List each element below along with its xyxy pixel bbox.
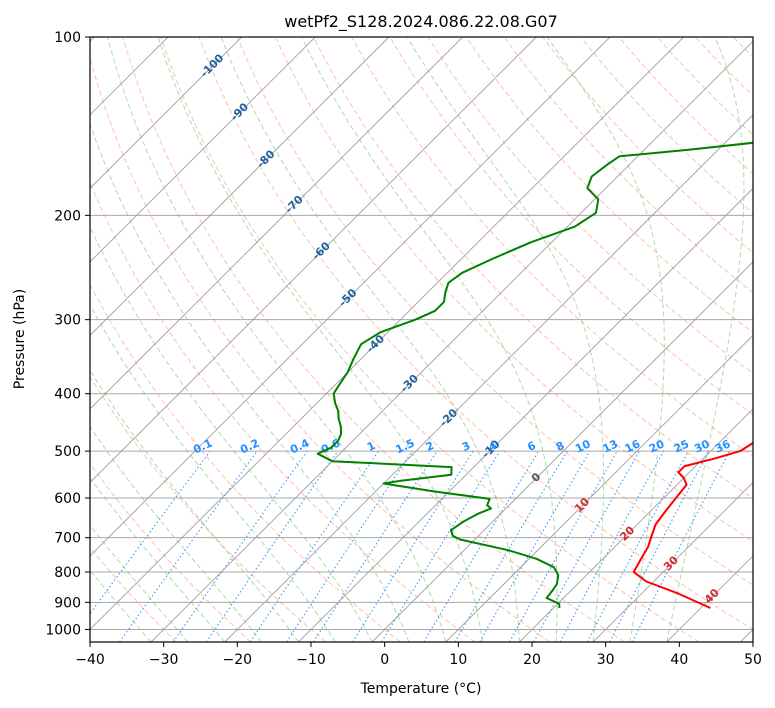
isotherm [150,40,753,642]
y-axis: 1000 900 800 700 600 500 400 300 200 100 [45,30,90,638]
x-tick-label: 10 [449,652,467,668]
x-tick-label: 0 [380,652,389,668]
x-tick-label: −10 [296,652,326,668]
mixing-ratio-line [172,450,308,642]
moist-adiabat [107,37,447,642]
isotherm [519,408,753,642]
dry-adiabat [90,462,252,642]
mixing-ratio-label: 16 [623,437,643,455]
x-tick-label: 50 [744,652,762,668]
dewpoint-line [316,141,753,609]
moist-adiabat [90,524,189,642]
mixing-ratio-label: 25 [672,437,691,455]
isotherm [592,481,753,642]
dry-adiabat [90,546,177,642]
x-axis: −40 −30 −20 −10 0 10 20 30 40 50 [75,642,762,668]
dry-adiabat [90,180,476,642]
x-tick-label: 20 [523,652,541,668]
isotherm [90,37,243,190]
isotherm [90,37,390,337]
isotherm [90,37,464,410]
mixing-ratio-line [533,450,640,642]
moist-adiabat [157,37,484,642]
dry-adiabat [122,37,625,642]
dry-adiabat [90,55,550,642]
isotherm [90,37,537,484]
mixing-ratio-line [90,450,211,615]
moist-adiabat [90,122,410,642]
mixing-ratio-line [313,450,438,642]
y-tick-label: 500 [54,444,81,460]
mixing-ratio-line [249,450,379,642]
isotherm [445,334,753,642]
mixing-ratio-label: 30 [692,437,712,455]
x-axis-label: Temperature (°C) [360,681,482,697]
moist-adiabat [220,37,520,642]
mixing-ratio-label: 20 [647,437,667,455]
dry-adiabat [389,37,753,416]
y-tick-label: 300 [54,313,81,329]
mixing-ratio-line [509,450,618,642]
x-tick-label: 40 [670,652,688,668]
y-tick-label: 400 [54,387,81,403]
mixing-ratio-line [559,450,665,642]
temperature-line [632,441,753,609]
mixing-ratio-line [352,450,474,642]
dry-adiabat [198,37,753,630]
mixing-ratio-line [286,450,413,642]
y-tick-label: 800 [54,565,81,581]
y-tick-label: 1000 [45,622,81,638]
dry-adiabat [313,37,753,499]
y-tick-label: 700 [54,531,81,547]
plot-frame [89,36,754,643]
mixing-ratio-line [632,450,731,642]
moist-adiabat [546,37,665,642]
dry-adiabat [427,37,753,374]
dry-adiabat [90,375,326,642]
dry-adiabat [160,37,700,642]
background-lines [90,37,753,642]
isotherm [298,187,753,642]
isotherm [90,37,611,557]
x-tick-label: −20 [223,652,253,668]
moist-adiabat [90,476,226,642]
y-tick-label: 600 [54,491,81,507]
moist-adiabat [90,569,152,642]
x-tick-label: −40 [75,652,105,668]
plot-background [90,37,753,642]
dry-adiabat [236,37,753,586]
y-tick-label: 200 [54,208,81,224]
mixing-ratio-label: 13 [601,437,620,455]
mixing-ratio-line [381,450,501,642]
moist-adiabat [301,37,558,642]
mixing-ratio-line [119,450,258,642]
isotherm [371,261,753,642]
moist-adiabat [90,304,336,642]
mixing-ratio-label: 36 [713,437,733,455]
moist-adiabat [666,37,745,642]
y-axis-label: Pressure (hPa) [12,289,28,389]
isotherm [90,37,685,631]
x-tick-label: −30 [149,652,179,668]
y-tick-label: 100 [54,30,81,46]
mixing-ratio-line [205,450,339,642]
data-lines [316,141,753,609]
dry-adiabat [503,37,753,294]
y-tick-label: 900 [54,595,81,611]
isotherm [90,37,316,263]
x-tick-label: 30 [597,652,615,668]
mixing-ratio-label: 10 [573,437,593,455]
chart-title: wetPf2_S128.2024.086.22.08.G07 [284,12,558,32]
moist-adiabat [406,37,605,642]
isotherm [224,114,753,642]
moist-adiabat [90,225,373,642]
